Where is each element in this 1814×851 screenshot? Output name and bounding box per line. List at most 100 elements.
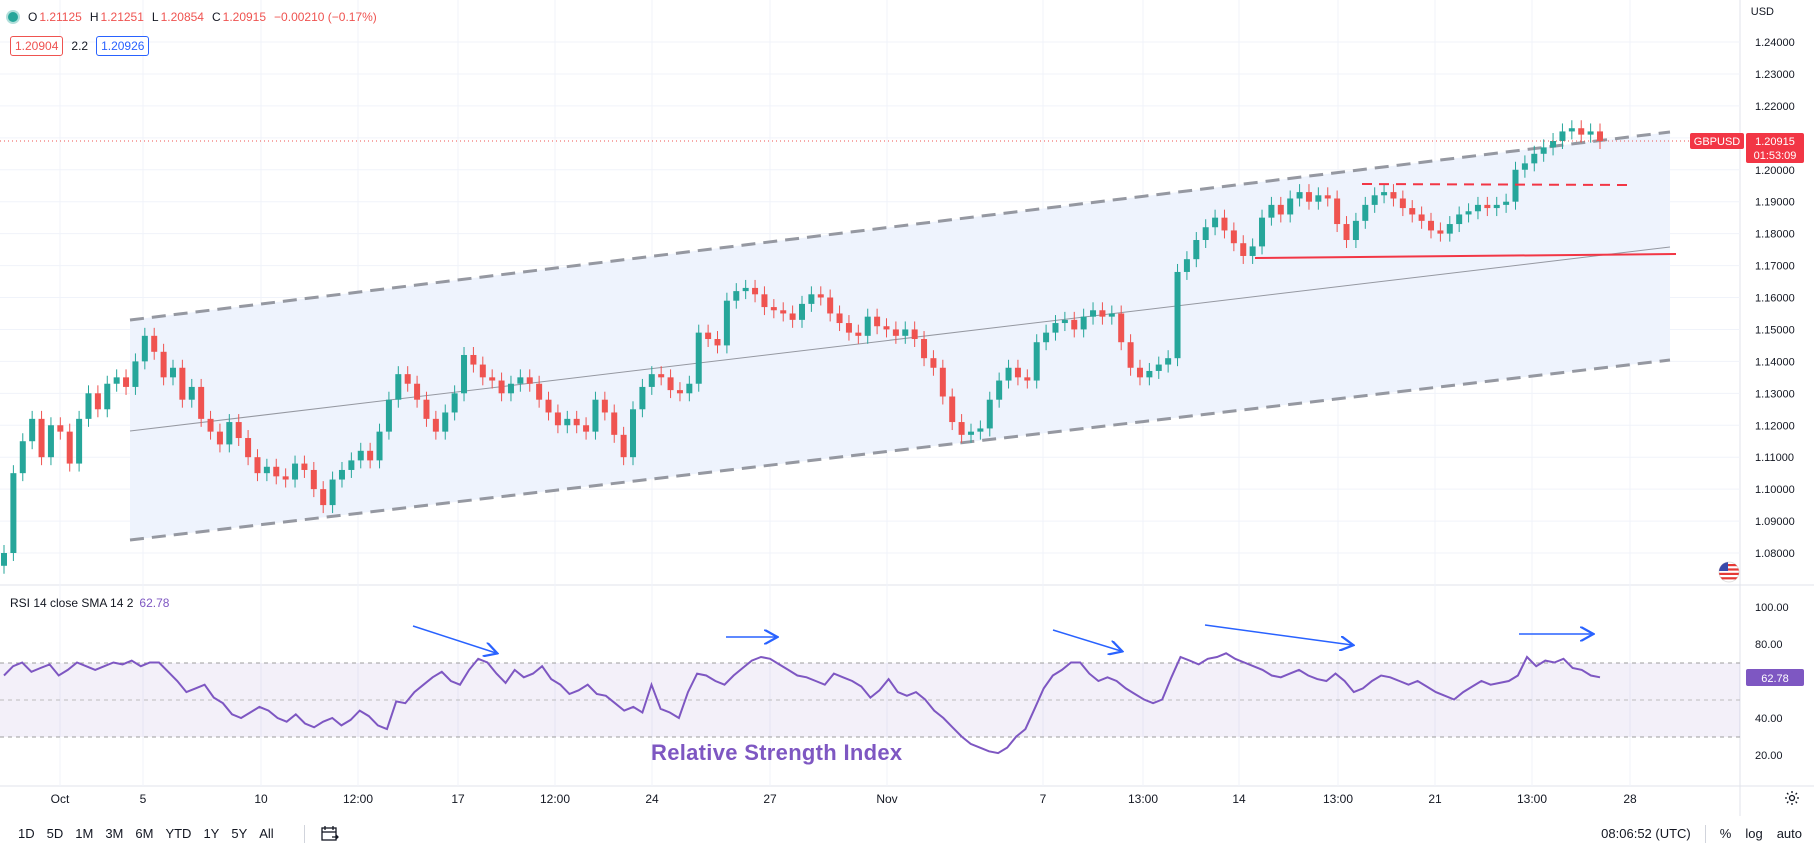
candle-body <box>1371 195 1378 205</box>
candle-body <box>1118 313 1125 343</box>
rsi-band <box>0 663 1740 737</box>
candle-body <box>66 431 73 464</box>
percent-scale-toggle[interactable]: % <box>1719 826 1732 841</box>
candle-body <box>414 383 421 400</box>
price-tick-label: 1.19000 <box>1755 197 1795 209</box>
candle-body <box>1521 163 1528 170</box>
candle-body <box>949 396 956 423</box>
candle-body <box>752 287 759 295</box>
rsi-legend-value: 62.78 <box>139 596 170 610</box>
low-value: 1.20854 <box>160 10 204 24</box>
candle-body <box>169 367 176 378</box>
range-3m[interactable]: 3M <box>105 826 124 841</box>
candle-body <box>85 393 92 419</box>
candle-body <box>564 418 571 426</box>
high-label: H <box>89 10 99 24</box>
trend-arrow <box>1052 629 1121 651</box>
sell-button[interactable]: 1.20904 <box>10 36 64 56</box>
price-tick-label: 1.14000 <box>1755 356 1795 368</box>
candle-body <box>545 399 552 413</box>
candle-body <box>723 300 730 346</box>
candle-body <box>808 294 815 304</box>
range-1y[interactable]: 1Y <box>203 826 220 841</box>
candle-body <box>1024 377 1031 381</box>
candle-body <box>301 463 308 470</box>
candle-body <box>620 434 627 458</box>
range-6m[interactable]: 6M <box>135 826 154 841</box>
candle-body <box>799 303 805 320</box>
ohlc-legend: O 1.21125 H 1.21251 L 1.20854 C 1.20915 −0.0… <box>8 10 383 24</box>
buy-button[interactable]: 1.20926 <box>96 36 150 56</box>
currency-selector[interactable]: USD <box>1750 6 1774 18</box>
candle-body <box>1080 316 1087 330</box>
utc-clock[interactable]: 08:06:52 (UTC) <box>1601 826 1691 841</box>
rsi-value-tag: 62.78 <box>1761 673 1789 685</box>
range-5d[interactable]: 5D <box>46 826 64 841</box>
rsi-value-tag-bg <box>1746 669 1804 686</box>
time-tick-label: 24 <box>645 792 659 806</box>
candle-body <box>423 399 430 419</box>
candle-body <box>367 450 374 461</box>
time-axis[interactable]: Oct 5 10 12:00 17 12:00 24 27 Nov 7 13:00 14 13:00 21… <box>51 792 1637 806</box>
candle-body <box>461 354 468 394</box>
candle-body <box>273 466 280 477</box>
candle-body <box>1005 367 1012 381</box>
auto-scale-toggle[interactable]: auto <box>1776 826 1802 841</box>
last-price-tag-bg <box>1746 133 1804 163</box>
range-all[interactable]: All <box>259 826 274 841</box>
close-label: C <box>211 10 221 24</box>
range-ytd[interactable]: YTD <box>165 826 192 841</box>
log-scale-toggle[interactable]: log <box>1745 826 1763 841</box>
candle-body <box>1296 192 1303 199</box>
candle-body <box>1108 313 1115 317</box>
range-1d[interactable]: 1D <box>18 826 35 841</box>
candle-body <box>282 476 289 480</box>
high-value: 1.21251 <box>100 10 144 24</box>
candle-body <box>292 463 299 480</box>
change-value: −0.00210 (−0.17%) <box>274 10 377 24</box>
time-tick-label: 10 <box>254 792 268 806</box>
candle-body <box>1305 192 1312 202</box>
candle-body <box>1014 367 1021 378</box>
time-tick-label: 12:00 <box>540 792 570 806</box>
bottom-toolbar: 1D 5D 1M 3M 6M YTD 1Y 5Y All 08:06:52 (U… <box>0 816 1814 851</box>
range-5y[interactable]: 5Y <box>231 826 248 841</box>
candle-body <box>911 329 918 340</box>
candle-body <box>310 469 317 490</box>
time-tick-label: 21 <box>1428 792 1442 806</box>
toolbar-divider-right <box>1704 824 1706 843</box>
candle-body <box>376 431 383 461</box>
candle-body <box>1540 147 1547 154</box>
candle-body <box>1568 128 1575 132</box>
candle-body <box>1099 310 1106 317</box>
candle-body <box>536 383 543 400</box>
settings-gear-icon[interactable] <box>1784 790 1800 806</box>
time-tick-label: 28 <box>1623 792 1637 806</box>
candle-body <box>404 374 411 384</box>
symbol-tag: GBPUSD <box>1694 136 1741 148</box>
range-1m[interactable]: 1M <box>75 826 94 841</box>
close-value: 1.20915 <box>222 10 267 24</box>
candle-body <box>1418 214 1425 221</box>
goto-date-icon[interactable] <box>321 825 339 842</box>
candle-body <box>892 329 899 336</box>
candle-body <box>1428 220 1435 231</box>
time-tick-label: 17 <box>451 792 465 806</box>
rsi-tick-label: 20.00 <box>1755 750 1783 762</box>
candle-body <box>1512 169 1519 202</box>
price-tick-label: 1.23000 <box>1755 69 1795 81</box>
rsi-tick-label: 100.00 <box>1755 602 1789 614</box>
candle-body <box>498 380 505 394</box>
candle-body <box>695 332 702 384</box>
price-tick-label: 1.18000 <box>1755 229 1795 241</box>
candle-body <box>1155 364 1162 371</box>
candle-body <box>470 354 477 365</box>
candle-body <box>226 422 233 445</box>
trend-arrows <box>412 624 1592 653</box>
range-selector: 1D 5D 1M 3M 6M YTD 1Y 5Y All <box>12 822 280 845</box>
candle-body <box>385 399 392 432</box>
price-tick-label: 1.13000 <box>1755 388 1795 400</box>
candle-body <box>742 287 749 292</box>
candle-body <box>1550 141 1557 148</box>
